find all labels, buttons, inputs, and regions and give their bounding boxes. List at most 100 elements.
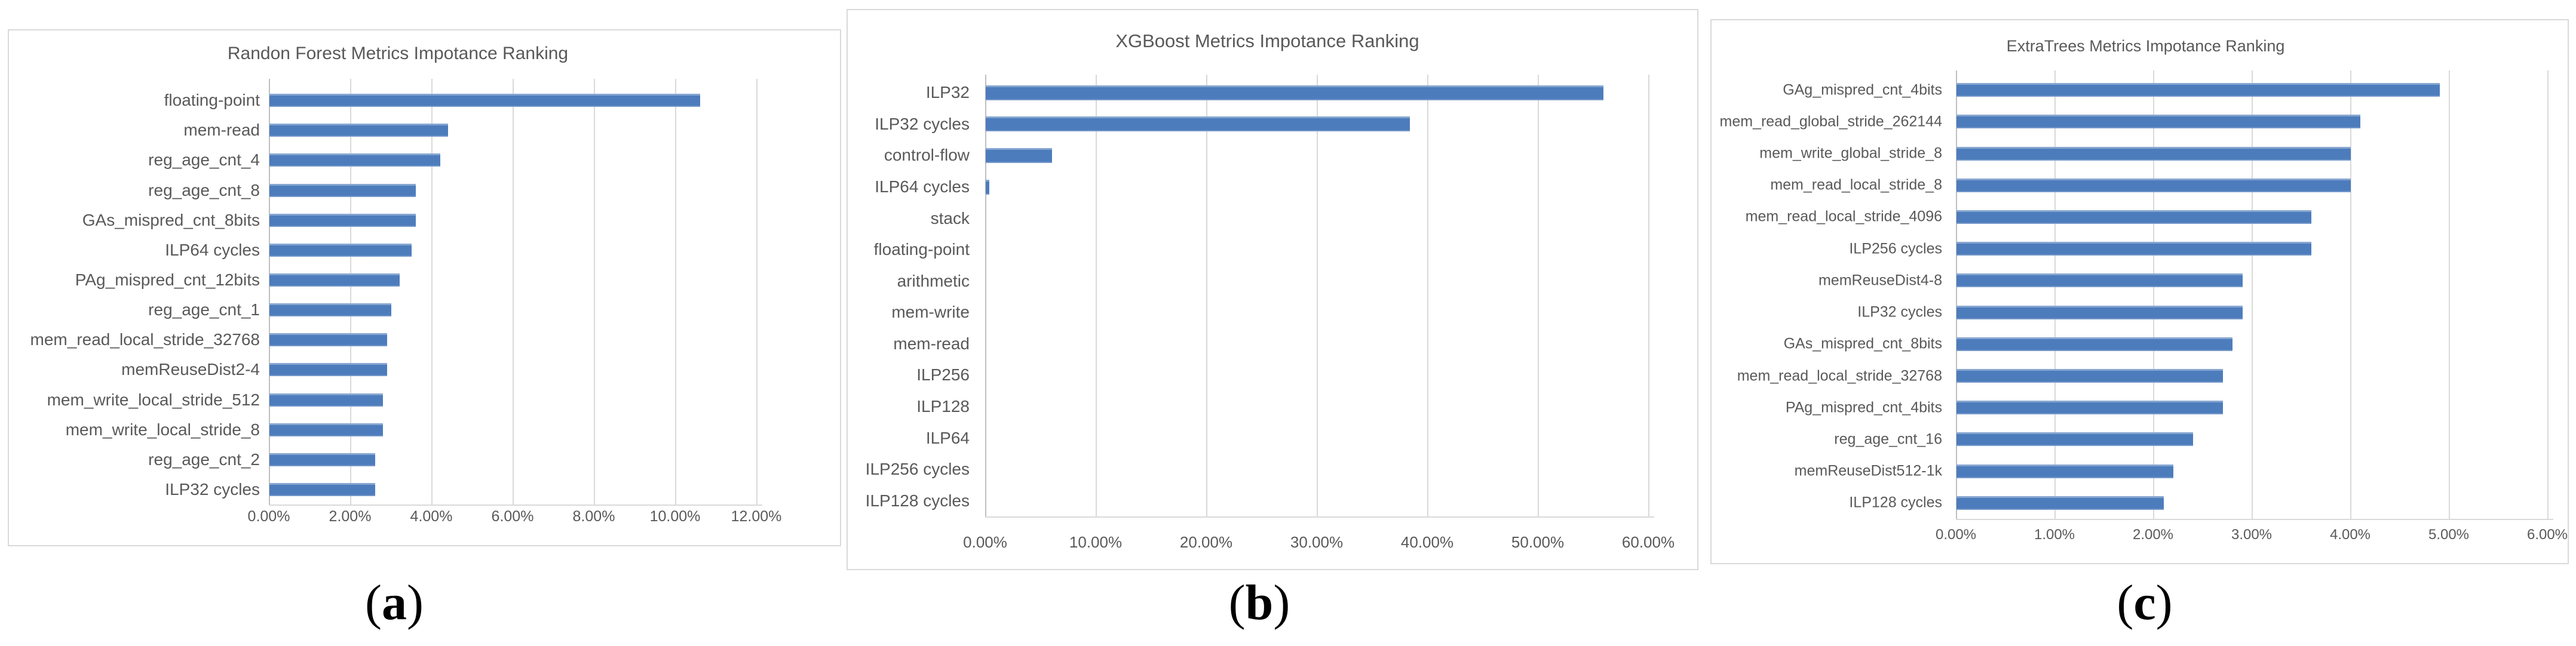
x-tick-label: 10.00% xyxy=(1069,533,1123,551)
caption-letter: c xyxy=(2133,575,2156,630)
bar xyxy=(1956,306,2243,319)
chart-panel-c: ExtraTrees Metrics Impotance Ranking 0.0… xyxy=(1710,19,2569,564)
category-label: mem-read xyxy=(183,121,260,140)
category-label: mem-read xyxy=(893,334,970,353)
category-label: ILP64 xyxy=(925,428,970,447)
category-label: stack xyxy=(930,208,970,227)
category-label: reg_age_cnt_16 xyxy=(1834,430,1942,448)
bar xyxy=(1956,401,2223,414)
gridline xyxy=(1206,75,1207,516)
category-label: mem_read_local_stride_32768 xyxy=(30,330,260,349)
x-tick-label: 30.00% xyxy=(1290,533,1344,551)
gridline xyxy=(2547,70,2549,519)
x-tick-label: 4.00% xyxy=(2329,527,2371,543)
bar xyxy=(269,393,383,407)
gridline xyxy=(1096,75,1097,516)
bar xyxy=(1956,337,2232,351)
figure-caption-b: (b) xyxy=(1229,578,1290,628)
x-tick-label: 3.00% xyxy=(2231,527,2273,543)
x-tick-label: 0.00% xyxy=(1935,527,1977,543)
bar xyxy=(269,153,440,167)
category-label: arithmetic xyxy=(897,271,970,290)
bar xyxy=(1956,179,2351,192)
x-tick-label: 50.00% xyxy=(1511,533,1565,551)
gridline xyxy=(594,79,595,505)
caption-letter: a xyxy=(382,575,407,630)
bar xyxy=(1956,210,2311,224)
category-label: ILP32 cycles xyxy=(875,114,970,133)
zero-axis-line xyxy=(985,75,986,516)
caption-paren: ( xyxy=(2117,575,2134,630)
category-label: mem_write_global_stride_8 xyxy=(1759,144,1942,162)
bar xyxy=(269,214,416,227)
category-label: memReuseDist512-1k xyxy=(1794,462,1942,479)
bar xyxy=(1956,273,2243,287)
x-tick-label: 0.00% xyxy=(247,508,290,525)
bar xyxy=(269,423,383,436)
category-label: mem_write_local_stride_8 xyxy=(65,420,260,439)
x-tick-label: 2.00% xyxy=(329,508,372,525)
bar xyxy=(1956,115,2360,128)
category-label: reg_age_cnt_4 xyxy=(148,150,260,170)
zero-axis-line xyxy=(1956,70,1957,519)
category-label: GAs_mispred_cnt_8bits xyxy=(82,210,260,229)
category-label: ILP128 xyxy=(916,397,970,416)
gridline xyxy=(1648,75,1649,516)
gridline xyxy=(2350,70,2351,519)
x-axis-line xyxy=(269,505,762,506)
x-tick-label: 12.00% xyxy=(731,508,782,525)
x-tick-label: 20.00% xyxy=(1179,533,1233,551)
category-label: mem_read_global_stride_262144 xyxy=(1719,113,1943,130)
bar xyxy=(269,124,448,137)
caption-paren: ) xyxy=(2155,575,2173,630)
chart-panel-b: XGBoost Metrics Impotance Ranking 0.00% 1… xyxy=(847,9,1698,570)
x-axis-line xyxy=(1956,519,2553,520)
bar xyxy=(269,244,412,257)
x-tick-label: 2.00% xyxy=(2132,527,2174,543)
bar xyxy=(1956,242,2311,256)
bar xyxy=(1956,464,2173,478)
bar xyxy=(986,85,1603,100)
bar xyxy=(1956,147,2351,161)
category-label: control-flow xyxy=(884,146,970,165)
category-label: GAs_mispred_cnt_8bits xyxy=(1783,335,1942,352)
gridline xyxy=(431,79,433,505)
category-label: memReuseDist4-8 xyxy=(1818,272,1942,289)
bar xyxy=(269,184,416,197)
category-label: ILP128 cycles xyxy=(1849,494,1942,511)
category-label: ILP256 cycles xyxy=(865,460,970,479)
bar xyxy=(1956,369,2223,383)
zero-axis-line xyxy=(269,79,270,505)
gridline xyxy=(2054,70,2056,519)
bar xyxy=(1956,83,2440,97)
x-tick-label: 0.00% xyxy=(963,533,1007,551)
chart-panel-a: Randon Forest Metrics Impotance Ranking … xyxy=(8,29,841,546)
category-label: mem_read_local_stride_32768 xyxy=(1737,367,1942,384)
bar xyxy=(269,483,375,496)
x-tick-label: 10.00% xyxy=(649,508,701,525)
caption-paren: ) xyxy=(1273,575,1290,630)
category-label: floating-point xyxy=(164,91,260,110)
gridline xyxy=(1538,75,1539,516)
bar xyxy=(986,180,989,195)
x-tick-label: 40.00% xyxy=(1400,533,1454,551)
caption-paren: ( xyxy=(1228,575,1246,630)
category-label: mem_read_local_stride_8 xyxy=(1770,176,1942,193)
gridline xyxy=(2252,70,2253,519)
category-label: mem_read_local_stride_4096 xyxy=(1745,208,1942,225)
gridline xyxy=(675,79,676,505)
x-tick-label: 4.00% xyxy=(410,508,453,525)
bar xyxy=(269,94,700,107)
bar xyxy=(269,363,387,376)
x-tick-label: 6.00% xyxy=(2526,527,2568,543)
category-label: GAg_mispred_cnt_4bits xyxy=(1783,81,1942,99)
gridline xyxy=(513,79,514,505)
x-tick-label: 60.00% xyxy=(1621,533,1675,551)
category-label: floating-point xyxy=(873,240,970,259)
figure-caption-c: (c) xyxy=(2117,578,2172,628)
gridline xyxy=(2153,70,2154,519)
bar xyxy=(269,273,400,287)
bar xyxy=(986,116,1410,131)
category-label: ILP32 xyxy=(925,83,970,102)
category-label: PAg_mispred_cnt_4bits xyxy=(1785,399,1942,416)
